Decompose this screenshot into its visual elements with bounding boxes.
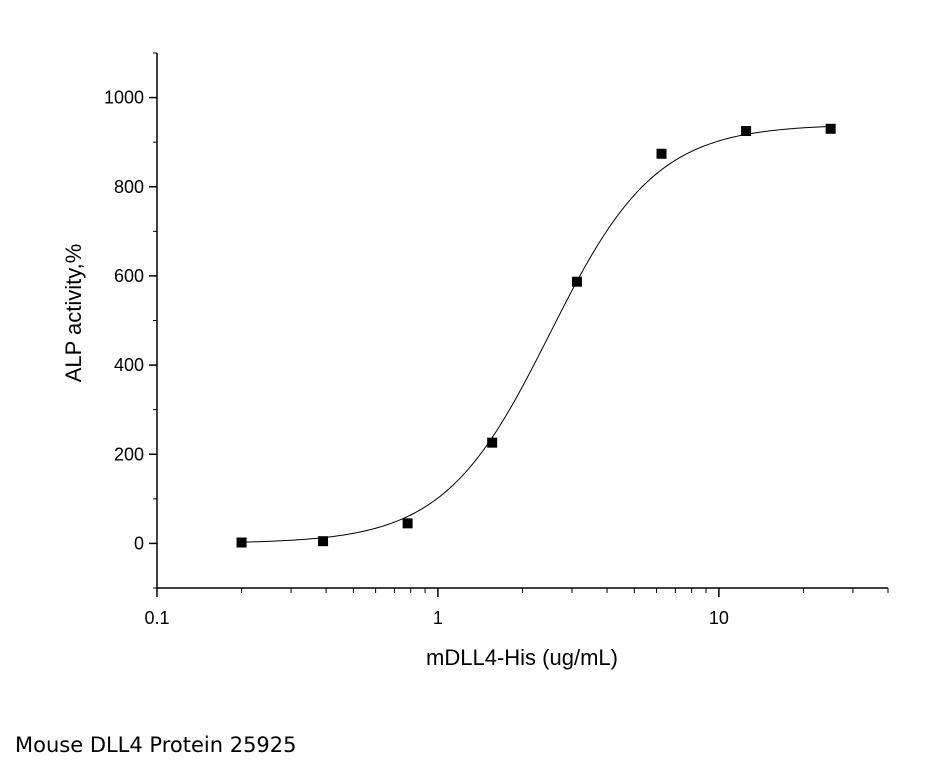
x-tick-label: 1 <box>433 608 443 628</box>
caption: Mouse DLL4 Protein 25925 <box>15 733 297 757</box>
tick-labels-layer: 0 200 400 600 800 1000 0.1 1 10 <box>104 88 729 628</box>
y-tick-label: 600 <box>114 266 144 286</box>
data-point <box>741 126 752 137</box>
axes <box>149 52 889 597</box>
data-point <box>825 123 836 134</box>
data-point <box>318 536 329 547</box>
data-points-layer <box>236 123 836 548</box>
y-tick-label: 800 <box>114 177 144 197</box>
x-tick-label: 10 <box>709 608 729 628</box>
y-tick-label: 0 <box>134 533 144 553</box>
data-point <box>571 276 582 287</box>
data-point <box>656 148 667 159</box>
y-tick-label: 1000 <box>104 88 144 108</box>
chart: 0 200 400 600 800 1000 0.1 1 10 mDLL4-His (ug/mL… <box>61 52 889 670</box>
fit-curve-layer <box>241 125 831 543</box>
y-axis-title: ALP activity,% <box>61 244 86 383</box>
y-tick-label: 200 <box>114 444 144 464</box>
y-tick-label: 400 <box>114 355 144 375</box>
data-point <box>402 518 413 529</box>
fit-curve-line <box>241 125 831 543</box>
data-point <box>236 537 247 548</box>
x-tick-label: 0.1 <box>144 608 169 628</box>
x-axis-title: mDLL4-His (ug/mL) <box>426 645 618 670</box>
data-point <box>487 437 498 448</box>
